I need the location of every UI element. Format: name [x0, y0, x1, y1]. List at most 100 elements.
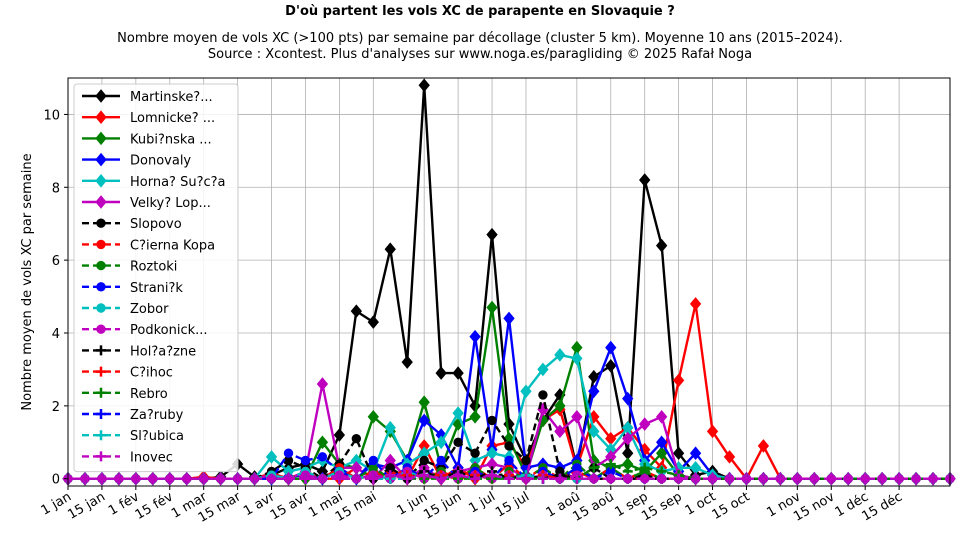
data-point: [588, 369, 600, 384]
data-point: [198, 473, 209, 484]
data-point: [317, 473, 328, 484]
data-point: [588, 462, 599, 473]
legend-label: Kubi?nska ...: [130, 132, 212, 147]
data-point: [656, 473, 667, 484]
data-point: [333, 428, 346, 442]
legend-marker: [95, 174, 107, 188]
legend-marker: [96, 409, 106, 419]
legend-marker: [96, 430, 106, 441]
data-point: [164, 473, 175, 484]
data-point: [435, 366, 447, 380]
data-point: [351, 433, 362, 444]
data-point: [96, 473, 107, 484]
data-point: [520, 384, 532, 399]
data-point: [486, 227, 498, 242]
data-point: [367, 410, 379, 424]
legend-label: Donovaly: [130, 154, 191, 169]
y-tick-label: 6: [52, 254, 60, 269]
legend-label: Za?ruby: [130, 408, 184, 423]
data-point: [554, 399, 566, 413]
legend-item: Rebro: [82, 387, 168, 402]
y-tick-label: 4: [52, 327, 60, 342]
data-point: [453, 470, 464, 481]
data-point: [283, 473, 294, 484]
legend-marker: [96, 451, 106, 462]
data-point: [639, 462, 650, 473]
legend-item: C?ierna Kopa: [82, 238, 215, 253]
chart-source: Source : Xcontest. Plus d'analyses sur w…: [207, 47, 753, 62]
x-tick-label: 15 jul: [493, 489, 532, 520]
data-point: [487, 415, 497, 426]
data-point: [723, 450, 736, 464]
data-point: [504, 455, 514, 466]
legend-marker: [95, 152, 107, 167]
legend-label: Zobor: [130, 302, 169, 317]
data-point: [689, 446, 702, 460]
data-point: [418, 78, 430, 93]
data-point: [571, 351, 583, 366]
data-point: [334, 473, 345, 484]
data-point: [537, 473, 548, 484]
data-point: [792, 473, 803, 484]
data-point: [232, 473, 243, 484]
legend-item: Donovaly: [82, 152, 191, 169]
data-point: [470, 473, 481, 484]
legend-item: Za?ruby: [82, 408, 184, 423]
data-point: [469, 329, 481, 344]
data-point: [181, 473, 192, 484]
legend-marker: [96, 239, 106, 250]
legend-item: Zobor: [82, 302, 169, 317]
legend-label: Lomnicke? ...: [130, 111, 215, 126]
data-point: [639, 173, 651, 187]
data-point: [571, 410, 583, 424]
x-tick-label: 15 jun: [421, 489, 464, 522]
data-point: [605, 359, 617, 373]
data-point: [639, 417, 651, 431]
data-point: [452, 366, 464, 380]
data-point: [707, 473, 718, 484]
data-point: [368, 455, 379, 466]
data-point: [538, 390, 548, 400]
data-point: [504, 473, 514, 484]
data-point: [605, 473, 616, 484]
series-18: [63, 470, 955, 484]
legend-marker: [96, 260, 106, 271]
legend-item: Horna? Su?c?a: [82, 174, 226, 190]
legend-marker: [95, 195, 107, 209]
data-point: [470, 448, 480, 458]
data-point: [690, 473, 701, 484]
data-point: [367, 315, 379, 329]
data-point: [741, 473, 752, 484]
legend-item: Kubi?nska ...: [82, 131, 212, 147]
data-point: [554, 424, 566, 439]
data-point: [215, 473, 226, 484]
data-point: [588, 424, 600, 439]
x-tick-label: 15 fév: [133, 489, 176, 523]
data-point: [894, 473, 905, 484]
data-point: [588, 384, 600, 399]
data-point: [350, 304, 362, 318]
data-point: [401, 355, 413, 369]
legend-label: Slopovo: [130, 217, 182, 232]
legend-item: Roztoki: [82, 260, 177, 275]
data-point: [503, 311, 515, 326]
legend-label: Inovec: [130, 450, 173, 465]
legend-marker: [96, 387, 106, 398]
legend-item: Sl?ubica: [82, 429, 184, 444]
data-point: [537, 362, 549, 377]
data-point: [928, 473, 939, 484]
data-point: [605, 459, 616, 470]
data-point: [656, 410, 668, 424]
data-point: [452, 406, 464, 420]
y-tick-label: 2: [52, 400, 60, 415]
chart-title: D'où partent les vols XC de parapente en…: [285, 4, 675, 19]
data-point: [317, 452, 328, 462]
data-point: [843, 473, 854, 484]
data-point: [300, 455, 311, 466]
y-tick-label: 10: [43, 108, 60, 123]
data-point: [588, 473, 599, 484]
y-axis: 0 2 4 6 8 10: [43, 108, 68, 488]
data-point: [622, 431, 634, 446]
data-point: [706, 424, 719, 439]
